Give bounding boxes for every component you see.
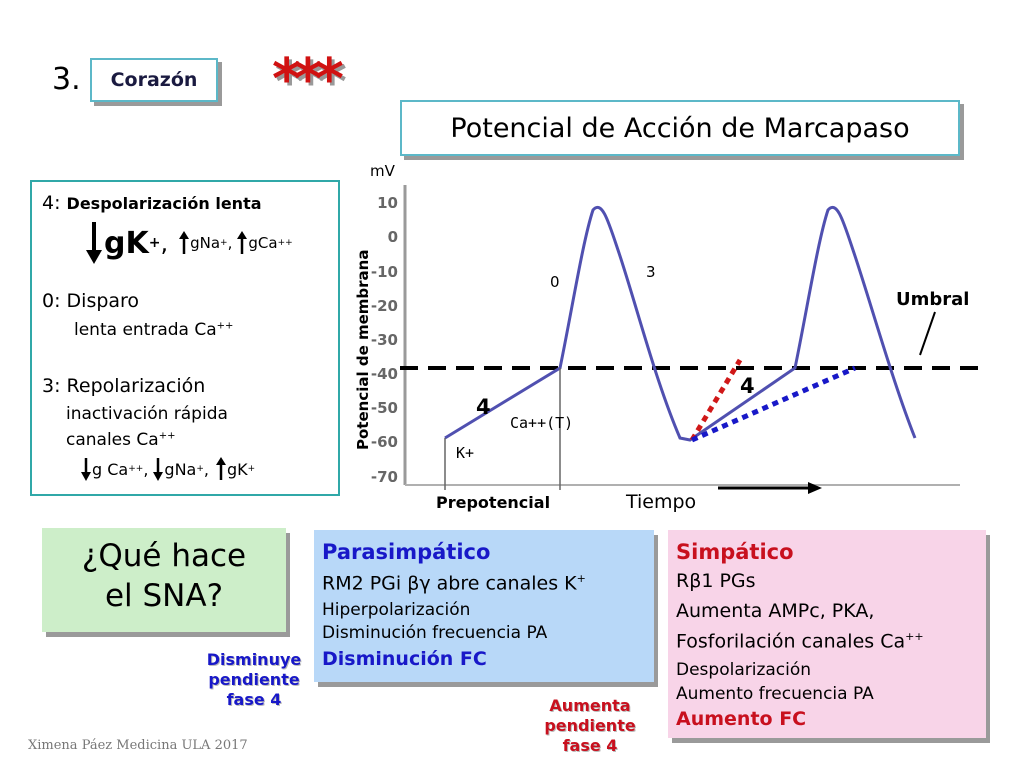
phase-0-label: 0 — [550, 273, 560, 291]
arrow-down-icon — [86, 222, 102, 264]
arrow-up-icon — [179, 231, 190, 254]
sim-slope-note: Aumenta pendiente fase 4 — [544, 696, 636, 755]
umbral-pointer — [919, 311, 936, 356]
sympathetic-slope-line — [689, 358, 743, 442]
time-arrow-head-icon — [808, 482, 822, 494]
arrow-up-icon — [237, 231, 248, 254]
phase3-heading: 3: Repolarización — [42, 375, 206, 397]
para-line1: RM2 PGi βγ abre canales K+ — [322, 572, 586, 595]
phase0-heading: 0: Disparo — [42, 290, 140, 312]
y-axis-label: Potencial de membrana — [354, 250, 372, 450]
pacemaker-graph: mV Potencial de membrana 10 0 -10 -20 -3… — [354, 162, 980, 513]
ca-current-label: Ca++(T) — [510, 414, 573, 432]
tiempo-label: Tiempo — [625, 491, 696, 513]
arrow-down-icon — [81, 458, 91, 481]
prepotencial-label: Prepotencial — [436, 493, 550, 512]
para-title: Parasimpático — [322, 540, 491, 564]
phases-box: 4: Despolarización lenta gK +, gNa +, gCa +… — [30, 180, 340, 496]
question-box: ¿Qué hace el SNA? — [42, 528, 286, 632]
phase4-heading: 4: Despolarización lenta — [42, 192, 262, 214]
question-line2: el SNA? — [104, 578, 224, 614]
sim-line3: Fosforilación canales Ca++ — [676, 630, 924, 653]
sim-line4: Despolarización — [676, 660, 812, 680]
parasympathetic-slope-line — [690, 365, 857, 443]
phase3-conductances: g Ca ++, gNa +, gK + — [80, 456, 255, 482]
sim-line5: Aumento frecuencia PA — [676, 684, 874, 704]
para-line2: Hiperpolarización — [322, 600, 471, 620]
umbral-label: Umbral — [896, 289, 969, 310]
y-tick: -40 — [371, 365, 398, 383]
arrow-down-icon — [153, 458, 164, 481]
y-tick: -70 — [371, 468, 398, 486]
sympathetic-box: Simpático Rβ1 PGs Aumenta AMPc, PKA, Fos… — [668, 530, 986, 738]
pacemaker-curve — [444, 206, 917, 442]
y-tick: 0 — [388, 228, 398, 246]
sim-title: Simpático — [676, 540, 794, 564]
sim-line6: Aumento FC — [676, 708, 807, 730]
phase3-desc2: canales Ca++ — [66, 430, 176, 450]
y-tick: -10 — [371, 263, 398, 281]
arrow-up-icon — [215, 457, 226, 480]
y-tick: 10 — [377, 194, 398, 212]
phase3-desc1: inactivación rápida — [66, 404, 228, 424]
y-tick: -60 — [371, 433, 398, 451]
y-unit: mV — [370, 162, 396, 180]
y-tick: -20 — [371, 297, 398, 315]
k-current-label: K+ — [456, 444, 474, 462]
para-line4: Disminución FC — [322, 648, 487, 670]
phase0-desc: lenta entrada Ca++ — [74, 320, 234, 340]
importance-stars: *** — [272, 47, 344, 112]
phase-4-label: 4 — [476, 395, 491, 419]
y-tick: -50 — [371, 399, 398, 417]
topic-tag: Corazón — [90, 58, 218, 102]
parasympathetic-box: Parasimpático RM2 PGi βγ abre canales K+… — [314, 530, 654, 682]
sim-line1: Rβ1 PGs — [676, 570, 756, 592]
footer-credit: Ximena Páez Medicina ULA 2017 — [28, 738, 248, 753]
sim-line2: Aumenta AMPc, PKA, — [676, 600, 875, 622]
phase-4-label: 4 — [740, 374, 755, 398]
phase-3-label: 3 — [646, 263, 656, 281]
y-tick: -30 — [371, 331, 398, 349]
question-line1: ¿Qué hace — [81, 538, 247, 574]
slide-title: Potencial de Acción de Marcapaso — [400, 100, 960, 156]
para-slope-note: Disminuye pendiente fase 4 — [206, 650, 302, 709]
phase4-conductances: gK +, gNa +, gCa ++ — [84, 220, 293, 266]
slide-number: 3. — [52, 62, 81, 97]
para-line3: Disminución frecuencia PA — [322, 623, 548, 643]
